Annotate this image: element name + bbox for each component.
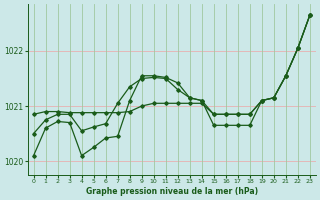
X-axis label: Graphe pression niveau de la mer (hPa): Graphe pression niveau de la mer (hPa) <box>86 187 258 196</box>
